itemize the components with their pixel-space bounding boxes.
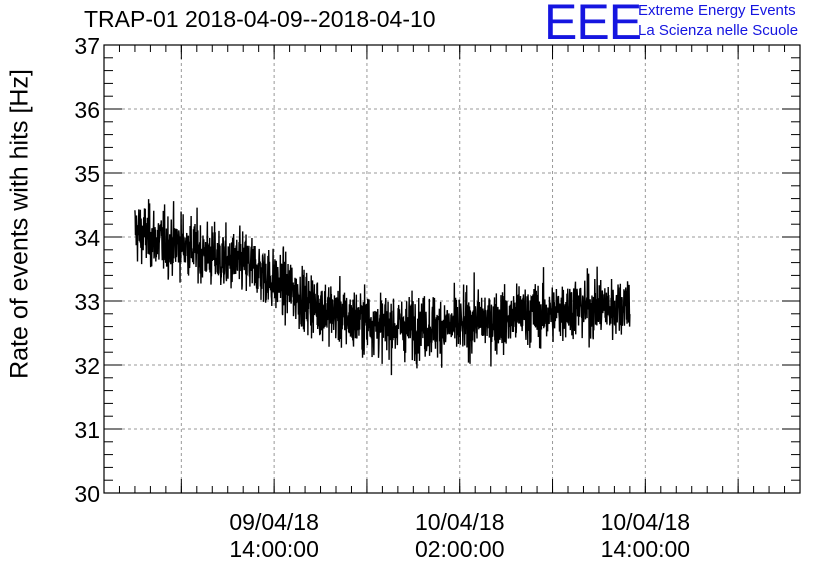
x-tick-label-date: 10/04/18 bbox=[415, 509, 505, 535]
y-tick-label: 33 bbox=[74, 289, 100, 315]
x-tick-label-date: 10/04/18 bbox=[601, 509, 691, 535]
y-tick-label: 36 bbox=[74, 97, 100, 123]
x-tick-label-time: 02:00:00 bbox=[415, 536, 505, 562]
x-tick-label-time: 14:00:00 bbox=[601, 536, 691, 562]
y-tick-label: 37 bbox=[74, 33, 100, 59]
y-tick-label: 35 bbox=[74, 161, 100, 187]
y-tick-label: 31 bbox=[74, 417, 100, 443]
y-axis-label: Rate of events with hits [Hz] bbox=[5, 69, 34, 379]
y-tick-label: 30 bbox=[74, 481, 100, 507]
series-line bbox=[134, 199, 631, 376]
eee-logo-mark: EEE bbox=[544, 0, 642, 50]
eee-logo: EEE Extreme Energy Events La Scienza nel… bbox=[544, 0, 834, 50]
chart-title: TRAP-01 2018-04-09--2018-04-10 bbox=[84, 6, 436, 32]
x-tick-label-time: 14:00:00 bbox=[229, 536, 319, 562]
x-tick-label-date: 09/04/18 bbox=[229, 509, 319, 535]
y-tick-label: 32 bbox=[74, 353, 100, 379]
y-tick-label: 34 bbox=[74, 225, 100, 251]
plot-frame bbox=[103, 44, 801, 494]
logo-line-1: Extreme Energy Events bbox=[638, 2, 796, 19]
logo-line-2: La Scienza nelle Scuole bbox=[638, 22, 799, 39]
